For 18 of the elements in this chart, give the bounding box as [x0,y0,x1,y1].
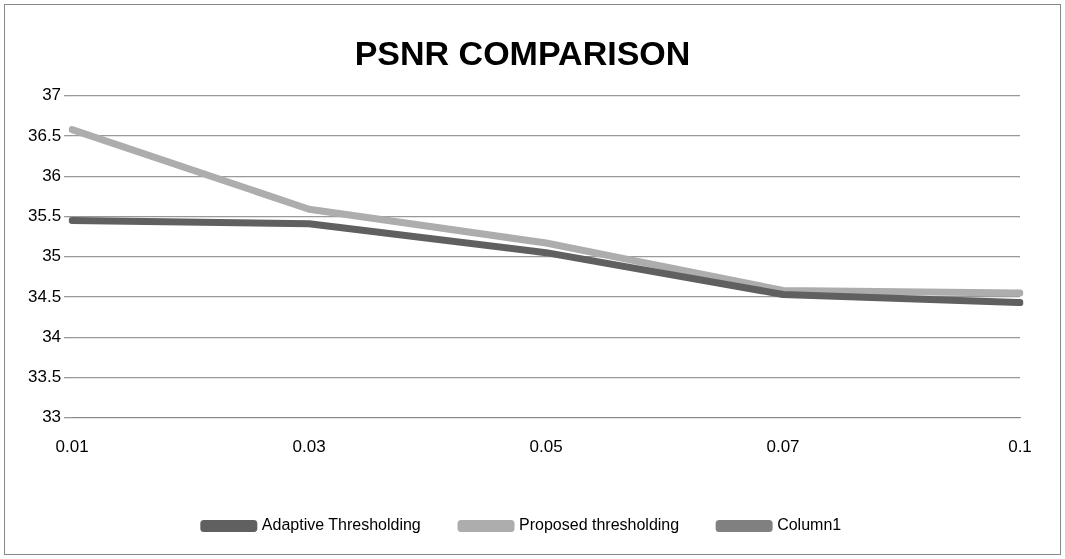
y-tick-label: 33 [42,407,62,427]
legend-label: Adaptive Thresholding [261,516,421,534]
y-tick-label: 33.5 [27,367,62,387]
x-tick-label: 0.07 [766,437,800,457]
y-tick-label: 35 [42,246,62,266]
y-tick-label: 36.5 [27,125,62,145]
legend-label: Proposed thresholding [519,516,680,534]
x-tick-label: 0.01 [55,437,89,457]
legend-label: Column1 [777,516,842,534]
x-tick-label: 0.1 [1008,437,1032,457]
y-tick-label: 34 [42,326,62,346]
chart-title: PSNR COMPARISON [354,33,691,72]
x-tick-label: 0.03 [292,437,326,457]
x-tick-label: 0.05 [529,437,563,457]
y-tick-label: 37 [42,85,62,105]
y-tick-label: 36 [42,165,62,185]
y-tick-label: 34.5 [27,286,62,306]
y-tick-label: 35.5 [27,206,62,226]
